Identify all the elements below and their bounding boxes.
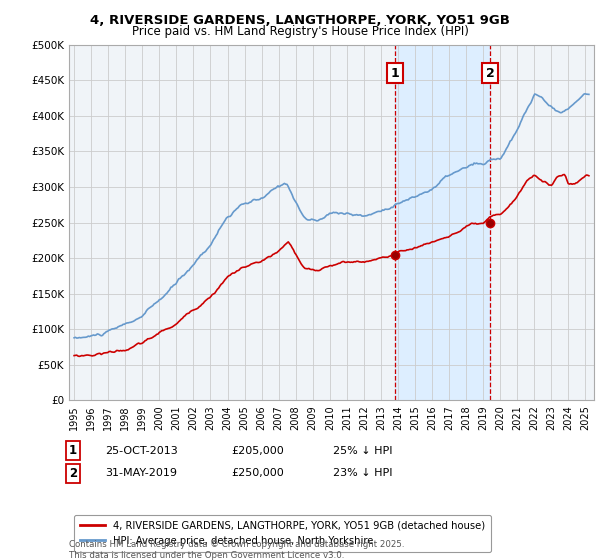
Legend: 4, RIVERSIDE GARDENS, LANGTHORPE, YORK, YO51 9GB (detached house), HPI: Average : 4, RIVERSIDE GARDENS, LANGTHORPE, YORK, … <box>74 515 491 552</box>
Text: 2: 2 <box>69 466 77 480</box>
Text: 25-OCT-2013: 25-OCT-2013 <box>105 446 178 456</box>
Text: £250,000: £250,000 <box>231 468 284 478</box>
Text: £205,000: £205,000 <box>231 446 284 456</box>
Text: 31-MAY-2019: 31-MAY-2019 <box>105 468 177 478</box>
Text: 4, RIVERSIDE GARDENS, LANGTHORPE, YORK, YO51 9GB: 4, RIVERSIDE GARDENS, LANGTHORPE, YORK, … <box>90 14 510 27</box>
Text: 23% ↓ HPI: 23% ↓ HPI <box>333 468 392 478</box>
Text: Price paid vs. HM Land Registry's House Price Index (HPI): Price paid vs. HM Land Registry's House … <box>131 25 469 38</box>
Text: Contains HM Land Registry data © Crown copyright and database right 2025.
This d: Contains HM Land Registry data © Crown c… <box>69 540 404 560</box>
Text: 25% ↓ HPI: 25% ↓ HPI <box>333 446 392 456</box>
Text: 2: 2 <box>486 67 495 80</box>
Bar <box>395 45 490 400</box>
Text: 1: 1 <box>69 444 77 458</box>
Text: 1: 1 <box>391 67 399 80</box>
